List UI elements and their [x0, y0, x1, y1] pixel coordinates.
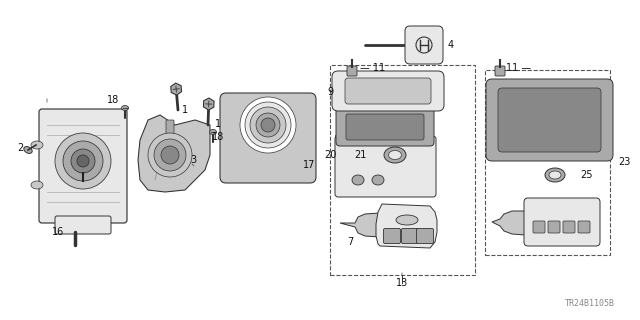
Ellipse shape — [352, 175, 364, 185]
Ellipse shape — [396, 215, 418, 225]
FancyBboxPatch shape — [166, 120, 174, 134]
FancyBboxPatch shape — [401, 228, 419, 244]
Polygon shape — [171, 83, 182, 95]
Circle shape — [245, 102, 291, 148]
Ellipse shape — [372, 175, 384, 185]
FancyBboxPatch shape — [345, 78, 431, 104]
Circle shape — [71, 149, 95, 173]
FancyBboxPatch shape — [498, 88, 601, 152]
Polygon shape — [160, 145, 190, 175]
FancyBboxPatch shape — [524, 198, 600, 246]
Text: 21: 21 — [354, 150, 366, 160]
Text: 16: 16 — [52, 227, 64, 237]
Text: 2: 2 — [17, 143, 23, 153]
FancyBboxPatch shape — [332, 71, 444, 111]
Text: 23: 23 — [618, 157, 630, 167]
Text: 9: 9 — [327, 87, 333, 97]
Ellipse shape — [549, 171, 561, 179]
FancyBboxPatch shape — [563, 221, 575, 233]
Bar — [335, 135, 390, 175]
Ellipse shape — [24, 147, 32, 153]
Text: 18: 18 — [212, 132, 224, 142]
Text: 25: 25 — [580, 170, 593, 180]
FancyBboxPatch shape — [495, 66, 505, 76]
FancyBboxPatch shape — [383, 228, 401, 244]
Circle shape — [256, 113, 280, 137]
Circle shape — [63, 141, 103, 181]
Polygon shape — [376, 204, 437, 248]
FancyBboxPatch shape — [405, 26, 443, 64]
Circle shape — [148, 133, 192, 177]
FancyBboxPatch shape — [533, 221, 545, 233]
Text: 1: 1 — [215, 119, 221, 129]
FancyBboxPatch shape — [346, 114, 424, 140]
Ellipse shape — [31, 181, 43, 189]
Circle shape — [250, 107, 286, 143]
Circle shape — [261, 118, 275, 132]
Text: 1: 1 — [182, 105, 188, 115]
Bar — [330, 65, 475, 275]
FancyBboxPatch shape — [55, 216, 111, 234]
Ellipse shape — [388, 150, 401, 159]
Text: 13: 13 — [396, 278, 408, 288]
Bar — [485, 70, 610, 255]
Ellipse shape — [122, 106, 129, 110]
Text: 4: 4 — [448, 40, 454, 50]
FancyBboxPatch shape — [347, 66, 357, 76]
FancyBboxPatch shape — [220, 93, 316, 183]
Text: 3: 3 — [190, 155, 196, 165]
Text: TR24B1105B: TR24B1105B — [565, 299, 615, 308]
Text: 7: 7 — [347, 237, 353, 247]
Text: 17: 17 — [303, 160, 316, 170]
FancyBboxPatch shape — [39, 109, 127, 223]
Circle shape — [240, 97, 296, 153]
Ellipse shape — [545, 168, 565, 182]
Polygon shape — [340, 213, 385, 237]
FancyBboxPatch shape — [335, 136, 436, 197]
Ellipse shape — [384, 147, 406, 163]
Circle shape — [77, 155, 89, 167]
Polygon shape — [204, 98, 214, 110]
FancyBboxPatch shape — [417, 228, 433, 244]
Circle shape — [161, 146, 179, 164]
Polygon shape — [492, 211, 530, 235]
Ellipse shape — [209, 130, 216, 134]
Ellipse shape — [31, 141, 43, 149]
FancyBboxPatch shape — [486, 79, 613, 161]
Circle shape — [154, 139, 186, 171]
Polygon shape — [138, 115, 210, 192]
Text: — 11: — 11 — [360, 63, 385, 73]
FancyBboxPatch shape — [336, 108, 434, 146]
FancyBboxPatch shape — [548, 221, 560, 233]
Text: 20: 20 — [324, 150, 336, 160]
Text: 18: 18 — [107, 95, 119, 105]
Text: 11 —: 11 — — [506, 63, 531, 73]
Circle shape — [55, 133, 111, 189]
FancyBboxPatch shape — [578, 221, 590, 233]
